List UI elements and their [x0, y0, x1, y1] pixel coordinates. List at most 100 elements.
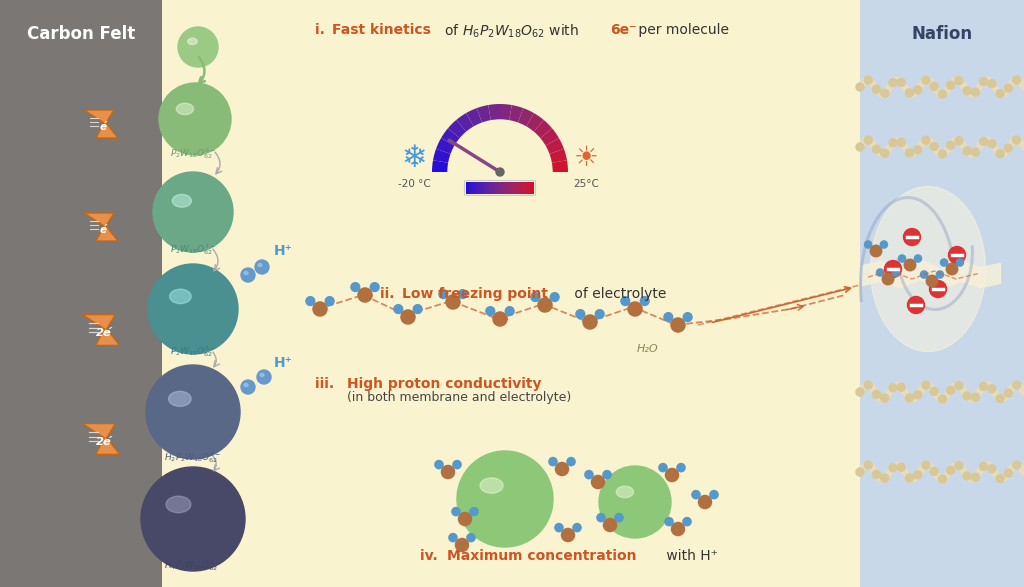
Ellipse shape: [480, 478, 503, 493]
Circle shape: [972, 473, 979, 481]
Circle shape: [856, 143, 864, 151]
Text: iii.: iii.: [315, 377, 339, 391]
Circle shape: [599, 466, 671, 538]
Text: Low freezing point: Low freezing point: [402, 287, 548, 301]
Circle shape: [996, 150, 1005, 158]
Circle shape: [913, 146, 922, 154]
Polygon shape: [82, 315, 120, 345]
Circle shape: [964, 472, 971, 480]
Circle shape: [1005, 144, 1013, 152]
Circle shape: [664, 313, 673, 322]
Circle shape: [493, 312, 507, 326]
Circle shape: [972, 88, 979, 96]
Circle shape: [470, 508, 478, 516]
Text: 25°C: 25°C: [573, 179, 599, 189]
Circle shape: [996, 475, 1005, 483]
Circle shape: [938, 475, 946, 483]
Circle shape: [946, 141, 954, 149]
Wedge shape: [441, 129, 460, 146]
Text: H⁺: H⁺: [274, 356, 293, 370]
Circle shape: [955, 461, 963, 470]
Text: -20 °C: -20 °C: [397, 179, 430, 189]
Circle shape: [938, 90, 946, 98]
Circle shape: [905, 89, 913, 97]
Circle shape: [898, 255, 905, 262]
Circle shape: [907, 296, 925, 313]
Circle shape: [1013, 136, 1021, 144]
Circle shape: [449, 120, 552, 224]
Circle shape: [897, 78, 905, 86]
Text: $P_2W_{18}O_{62}^{6-}$: $P_2W_{18}O_{62}^{6-}$: [170, 146, 216, 161]
Circle shape: [549, 457, 557, 465]
Wedge shape: [436, 138, 455, 154]
Circle shape: [913, 86, 922, 94]
Circle shape: [241, 380, 255, 394]
Text: 2é: 2é: [95, 328, 112, 338]
Circle shape: [881, 241, 888, 248]
Wedge shape: [549, 149, 567, 163]
Circle shape: [439, 289, 447, 298]
Circle shape: [905, 394, 913, 402]
Circle shape: [677, 464, 685, 472]
Polygon shape: [82, 424, 120, 454]
Circle shape: [930, 82, 938, 90]
Circle shape: [486, 306, 495, 315]
Text: $H_4P_2W_{18}O_{62}^{8-}$: $H_4P_2W_{18}O_{62}^{8-}$: [164, 558, 222, 573]
Ellipse shape: [176, 103, 194, 114]
Circle shape: [980, 77, 987, 86]
Circle shape: [1013, 461, 1021, 469]
Circle shape: [1005, 469, 1013, 477]
Circle shape: [897, 383, 905, 392]
Circle shape: [550, 293, 559, 302]
Circle shape: [872, 145, 881, 153]
Circle shape: [872, 390, 881, 398]
Circle shape: [671, 318, 685, 332]
Wedge shape: [457, 113, 474, 132]
Circle shape: [255, 260, 269, 274]
Circle shape: [698, 495, 712, 508]
Text: per molecule: per molecule: [634, 23, 729, 37]
Circle shape: [872, 470, 881, 478]
Wedge shape: [551, 160, 568, 172]
Text: (in both membrane and electrolyte): (in both membrane and electrolyte): [347, 391, 571, 404]
Circle shape: [456, 538, 469, 552]
Circle shape: [889, 139, 897, 147]
Circle shape: [870, 245, 882, 257]
Circle shape: [666, 468, 679, 481]
Wedge shape: [433, 149, 452, 163]
Circle shape: [938, 395, 946, 403]
Circle shape: [665, 518, 673, 526]
Circle shape: [459, 512, 472, 525]
Text: 6e⁻: 6e⁻: [610, 23, 637, 37]
Circle shape: [927, 275, 938, 287]
Circle shape: [683, 313, 692, 322]
Circle shape: [505, 306, 514, 315]
Wedge shape: [477, 105, 490, 123]
Wedge shape: [500, 104, 512, 121]
Circle shape: [178, 27, 218, 67]
Wedge shape: [540, 129, 559, 146]
Ellipse shape: [187, 38, 198, 45]
Circle shape: [872, 85, 881, 93]
Circle shape: [446, 295, 460, 309]
Circle shape: [988, 465, 996, 473]
Bar: [0, 0, 162, 587]
Circle shape: [159, 83, 231, 155]
Circle shape: [394, 305, 402, 313]
Text: $P_2W_{18}O_{62}^{8-}$: $P_2W_{18}O_{62}^{8-}$: [170, 344, 216, 359]
Circle shape: [148, 264, 238, 354]
Circle shape: [892, 269, 899, 276]
Circle shape: [889, 464, 897, 472]
Text: Nafion: Nafion: [911, 25, 973, 43]
Polygon shape: [84, 213, 118, 241]
Circle shape: [864, 136, 872, 144]
Circle shape: [597, 514, 605, 522]
Ellipse shape: [616, 486, 634, 498]
Circle shape: [905, 474, 913, 482]
Circle shape: [658, 464, 667, 472]
Circle shape: [940, 259, 947, 266]
Circle shape: [313, 302, 327, 316]
Circle shape: [640, 296, 649, 305]
Circle shape: [885, 261, 901, 278]
Circle shape: [921, 271, 928, 278]
